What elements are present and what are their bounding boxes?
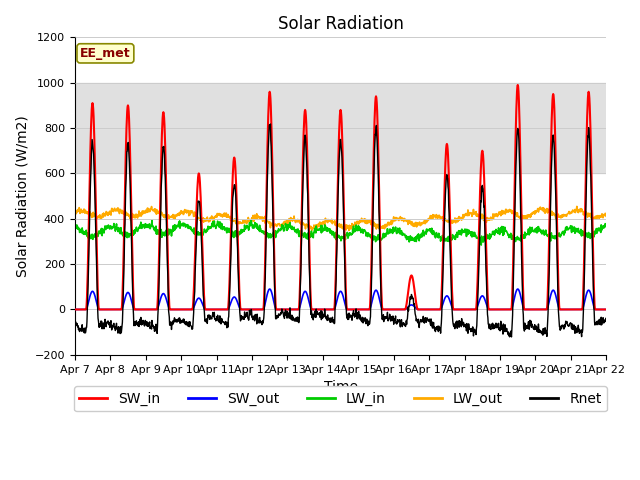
Y-axis label: Solar Radiation (W/m2): Solar Radiation (W/m2) <box>15 115 29 277</box>
X-axis label: Time: Time <box>324 380 358 394</box>
Text: EE_met: EE_met <box>80 47 131 60</box>
Bar <box>75 83 606 173</box>
Title: Solar Radiation: Solar Radiation <box>278 15 403 33</box>
Legend: SW_in, SW_out, LW_in, LW_out, Rnet: SW_in, SW_out, LW_in, LW_out, Rnet <box>74 386 607 411</box>
